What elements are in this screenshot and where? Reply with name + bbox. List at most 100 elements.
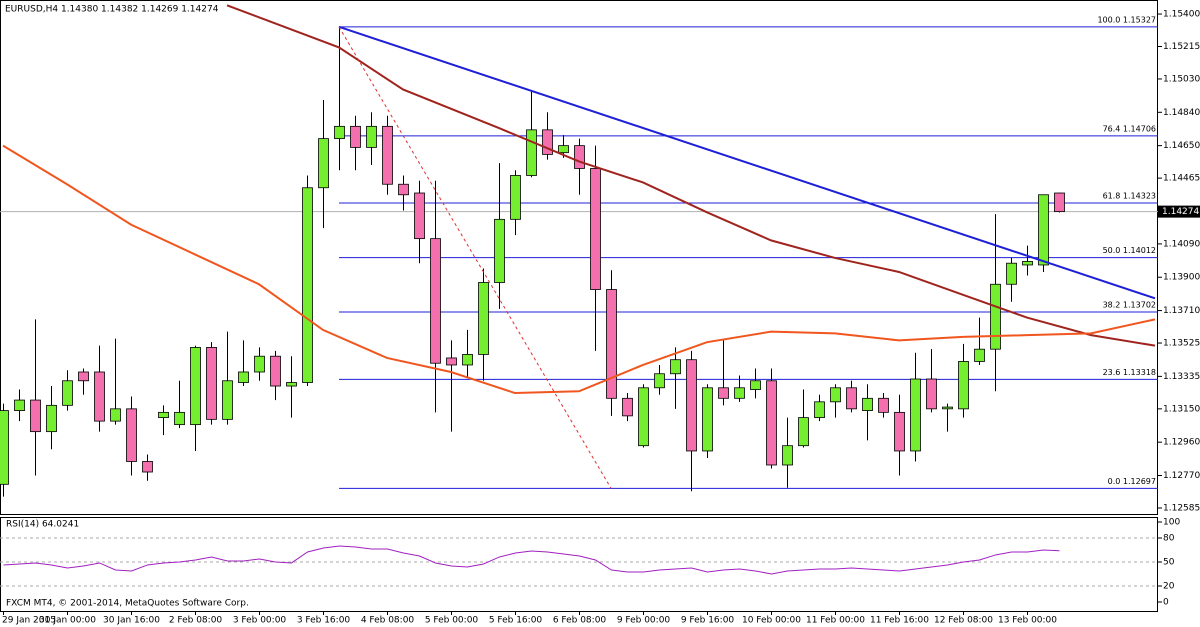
y-tick-label: 20 — [1163, 582, 1175, 592]
candle-body — [862, 397, 873, 411]
x-tick-label: 12 Feb 08:00 — [934, 616, 993, 626]
candle-body — [190, 347, 201, 426]
fib-label: 76.4 1.14706 — [1103, 124, 1156, 133]
y-tick-label: 1.12960 — [1163, 438, 1200, 448]
candle-body — [174, 411, 185, 426]
x-tick-label: 30 Jan 00:00 — [39, 616, 96, 626]
fib-label: 61.8 1.14323 — [1103, 192, 1156, 201]
y-tick-label: 1.15215 — [1163, 42, 1200, 52]
candle-body — [286, 382, 297, 387]
y-tick-label: 1.13900 — [1163, 273, 1200, 283]
candle-body — [94, 371, 105, 422]
y-tick-label: 1.12770 — [1163, 471, 1200, 481]
candle-body — [846, 387, 857, 410]
candle-body — [382, 125, 393, 185]
candle-body — [350, 125, 361, 148]
candle-body — [782, 445, 793, 466]
candle-body — [1022, 261, 1033, 266]
candle-body — [62, 380, 73, 406]
candle-body — [238, 371, 249, 383]
current-price-label: 1.14274 — [1162, 207, 1199, 217]
candle-body — [302, 187, 313, 383]
candle-body — [398, 183, 409, 196]
candle-body — [1006, 262, 1017, 285]
candle-body — [750, 380, 761, 390]
candle-body — [798, 417, 809, 447]
y-tick-label: 50 — [1163, 558, 1175, 568]
candle-body — [478, 282, 489, 355]
y-tick-label: 1.13710 — [1163, 306, 1200, 316]
candle-body — [734, 387, 745, 399]
x-tick-label: 4 Feb 08:00 — [361, 616, 415, 626]
candle-body — [0, 410, 9, 485]
y-tick-label: 1.14465 — [1163, 174, 1200, 184]
candle-body — [926, 378, 937, 410]
candle-body — [990, 283, 1001, 350]
x-tick-label: 5 Feb 00:00 — [425, 616, 479, 626]
candle-body — [830, 387, 841, 403]
candle-body — [526, 129, 537, 176]
x-tick-label: 11 Feb 00:00 — [806, 616, 865, 626]
candle-body — [462, 354, 473, 366]
current-price-box — [1158, 205, 1200, 218]
y-tick-label: 0 — [1163, 598, 1169, 608]
candle-body — [206, 347, 217, 420]
x-tick-label: 2 Feb 08:00 — [169, 616, 223, 626]
candle-body — [814, 401, 825, 419]
rsi-panel — [0, 517, 1158, 612]
candle-body — [254, 355, 265, 373]
candle-body — [590, 168, 601, 290]
candle-body — [46, 404, 57, 433]
candle-body — [606, 289, 617, 399]
fib-label: 100.0 1.15327 — [1097, 15, 1156, 24]
candle-body — [334, 125, 345, 140]
candle-body — [958, 361, 969, 410]
candle-body — [126, 408, 137, 462]
overlay-line — [226, 4, 1156, 347]
x-tick-label: 3 Feb 16:00 — [297, 616, 351, 626]
candle-body — [1054, 192, 1065, 213]
candle-body — [142, 461, 153, 473]
y-tick-label: 1.14840 — [1163, 108, 1200, 118]
candle-body — [270, 355, 281, 387]
y-tick-label: 100 — [1163, 518, 1180, 528]
y-tick-label: 1.14090 — [1163, 239, 1200, 249]
candle-body — [446, 357, 457, 366]
overlay-line — [2, 144, 1156, 395]
fib-label: 23.6 1.13318 — [1103, 368, 1156, 377]
candle-body — [574, 145, 585, 169]
candle-body — [878, 397, 889, 413]
rsi-line — [3, 545, 1060, 575]
x-tick-label: 3 Feb 00:00 — [233, 616, 287, 626]
candle-body — [414, 192, 425, 240]
candle-body — [638, 387, 649, 447]
x-tick-label: 29 Jan 2015 — [2, 616, 56, 626]
x-tick-label: 10 Feb 00:00 — [742, 616, 801, 626]
y-tick-label: 1.14650 — [1163, 141, 1200, 151]
rsi-title: RSI(14) 64.0241 — [6, 520, 79, 530]
candle-body — [670, 359, 681, 375]
x-tick-label: 11 Feb 16:00 — [870, 616, 929, 626]
candle-body — [654, 373, 665, 389]
x-tick-label: 30 Jan 16:00 — [103, 616, 160, 626]
y-tick-label: 1.15030 — [1163, 74, 1200, 84]
candle-body — [622, 397, 633, 417]
candle-body — [14, 399, 25, 411]
fib-label: 0.0 1.12697 — [1108, 477, 1156, 486]
candle-body — [494, 218, 505, 283]
fib-label: 50.0 1.14012 — [1103, 246, 1156, 255]
y-tick-label: 1.15400 — [1163, 10, 1200, 20]
x-tick-label: 6 Feb 08:00 — [553, 616, 607, 626]
candle-body — [702, 387, 713, 452]
candle-body — [718, 387, 729, 399]
x-tick-label: 9 Feb 00:00 — [617, 616, 671, 626]
candle-body — [366, 125, 377, 148]
overlay-line — [338, 25, 1156, 300]
y-tick-label: 1.12585 — [1163, 503, 1200, 513]
x-tick-label: 13 Feb 00:00 — [998, 616, 1057, 626]
candle-body — [910, 378, 921, 452]
footer: FXCM MT4, © 2001-2014, MetaQuotes Softwa… — [6, 599, 249, 609]
y-tick-label: 1.13335 — [1163, 372, 1200, 382]
candle-body — [430, 238, 441, 364]
